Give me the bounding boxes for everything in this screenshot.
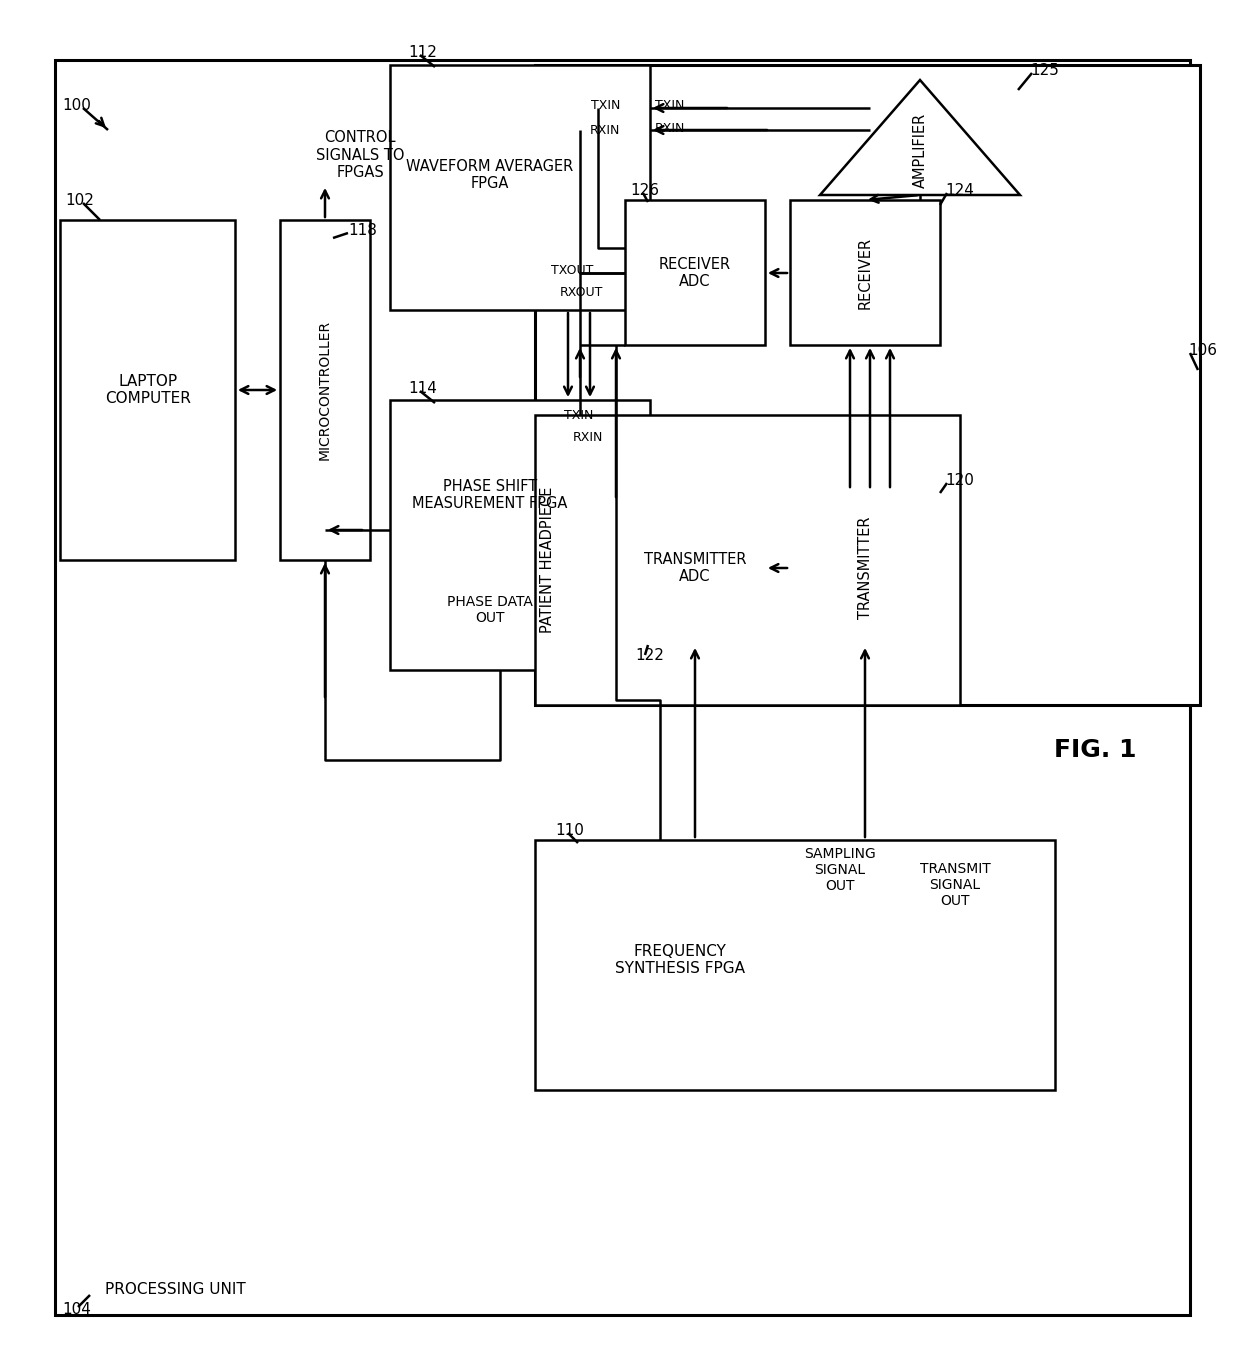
- Text: LAPTOP
COMPUTER: LAPTOP COMPUTER: [105, 374, 191, 407]
- Text: 106: 106: [1188, 343, 1216, 358]
- Text: 120: 120: [945, 472, 973, 487]
- Text: 118: 118: [348, 222, 377, 238]
- Bar: [534, 839, 1055, 1091]
- Bar: [625, 201, 765, 345]
- Bar: [280, 220, 370, 560]
- Text: TXIN: TXIN: [655, 98, 684, 112]
- Text: PROCESSING UNIT: PROCESSING UNIT: [104, 1283, 246, 1298]
- Polygon shape: [820, 81, 1021, 195]
- Text: FREQUENCY
SYNTHESIS FPGA: FREQUENCY SYNTHESIS FPGA: [615, 943, 745, 976]
- Bar: [60, 220, 236, 560]
- Text: TXIN: TXIN: [564, 408, 593, 422]
- Bar: [391, 66, 650, 310]
- Text: RECEIVER
ADC: RECEIVER ADC: [658, 257, 732, 289]
- Text: MICROCONTROLLER: MICROCONTROLLER: [317, 319, 332, 460]
- Text: TXIN: TXIN: [590, 98, 620, 112]
- Text: RXIN: RXIN: [590, 123, 620, 136]
- Text: PHASE DATA
OUT: PHASE DATA OUT: [448, 595, 533, 625]
- Text: RXOUT: RXOUT: [559, 285, 603, 299]
- Bar: [625, 490, 765, 646]
- Text: 126: 126: [630, 183, 658, 198]
- Bar: [534, 66, 1200, 704]
- Text: 110: 110: [556, 823, 584, 838]
- Text: 122: 122: [635, 647, 663, 662]
- Text: PATIENT HEADPIECE: PATIENT HEADPIECE: [541, 487, 556, 633]
- Text: WAVEFORM AVERAGER
FPGA: WAVEFORM AVERAGER FPGA: [407, 158, 574, 191]
- Bar: [534, 415, 960, 704]
- Text: 124: 124: [945, 183, 973, 198]
- Bar: [790, 490, 940, 646]
- Bar: [790, 201, 940, 345]
- Text: RXIN: RXIN: [655, 121, 686, 135]
- Text: TXOUT: TXOUT: [551, 263, 593, 277]
- Text: 100: 100: [62, 97, 91, 112]
- Text: PHASE SHIFT
MEASUREMENT FPGA: PHASE SHIFT MEASUREMENT FPGA: [413, 479, 568, 512]
- Text: 125: 125: [1030, 63, 1059, 78]
- Text: RECEIVER: RECEIVER: [858, 238, 873, 308]
- Text: TRANSMITTER: TRANSMITTER: [858, 517, 873, 620]
- Text: SAMPLING
SIGNAL
OUT: SAMPLING SIGNAL OUT: [804, 846, 875, 893]
- Text: 114: 114: [408, 381, 436, 396]
- Text: 112: 112: [408, 45, 436, 60]
- Text: 102: 102: [64, 192, 94, 207]
- Text: AMPLIFIER: AMPLIFIER: [913, 112, 928, 187]
- Text: TRANSMITTER
ADC: TRANSMITTER ADC: [644, 551, 746, 584]
- Text: 104: 104: [62, 1302, 91, 1317]
- Text: CONTROL
SIGNALS TO
FPGAS: CONTROL SIGNALS TO FPGAS: [316, 130, 404, 180]
- Text: TRANSMIT
SIGNAL
OUT: TRANSMIT SIGNAL OUT: [920, 861, 991, 908]
- Text: FIG. 1: FIG. 1: [1054, 738, 1136, 762]
- Text: RXIN: RXIN: [573, 430, 603, 444]
- Bar: [391, 400, 650, 670]
